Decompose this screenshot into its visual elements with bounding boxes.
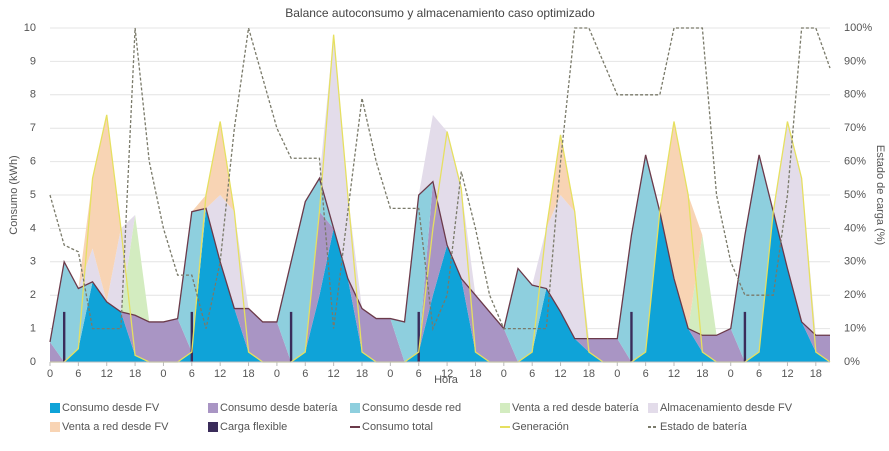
x-tick-label: 0 xyxy=(387,368,393,380)
legend-label: Consumo desde red xyxy=(362,402,461,414)
legend-label: Generación xyxy=(512,421,569,433)
chart-title: Balance autoconsumo y almacenamiento cas… xyxy=(285,6,595,20)
y2-tick-label: 70% xyxy=(844,122,866,134)
x-tick-label: 12 xyxy=(328,368,340,380)
x-tick-label: 18 xyxy=(696,368,708,380)
area xyxy=(50,34,830,342)
legend-label: Venta a red desde FV xyxy=(62,421,169,433)
bar xyxy=(62,311,66,362)
y2-tick-label: 10% xyxy=(844,323,866,335)
area xyxy=(50,154,830,362)
y-tick-label: 8 xyxy=(30,89,36,101)
bar xyxy=(289,311,293,362)
legend-swatch xyxy=(50,403,60,413)
y2-tick-label: 100% xyxy=(844,22,872,34)
y-tick-label: 7 xyxy=(30,122,36,134)
legend-swatch xyxy=(648,403,658,413)
bar xyxy=(630,311,633,362)
x-tick-label: 12 xyxy=(668,368,680,380)
legend-swatch xyxy=(208,422,218,432)
bar xyxy=(417,311,420,362)
y2-tick-label: 50% xyxy=(844,189,866,201)
x-tick-label: 12 xyxy=(214,368,226,380)
x-tick-label: 18 xyxy=(469,368,481,380)
x-tick-label: 0 xyxy=(501,368,507,380)
x-tick-label: 0 xyxy=(614,368,620,380)
x-tick-label: 6 xyxy=(416,368,422,380)
area xyxy=(50,34,830,342)
legend-swatch xyxy=(208,403,218,413)
legend-label: Venta a red desde batería xyxy=(512,402,639,414)
y2-tick-label: 90% xyxy=(844,55,866,67)
x-tick-label: 0 xyxy=(47,368,53,380)
y-tick-label: 3 xyxy=(30,256,36,268)
x-tick-label: 12 xyxy=(554,368,566,380)
x-tick-label: 18 xyxy=(810,368,822,380)
y-tick-label: 0 xyxy=(30,356,36,368)
x-tick-label: 6 xyxy=(302,368,308,380)
x-tick-label: 18 xyxy=(583,368,595,380)
y2-tick-label: 30% xyxy=(844,256,866,268)
x-axis-label: Hora xyxy=(434,374,459,386)
bar xyxy=(190,311,194,362)
x-tick-label: 12 xyxy=(101,368,113,380)
x-tick-label: 12 xyxy=(441,368,453,380)
y-tick-label: 1 xyxy=(30,323,36,335)
area xyxy=(50,208,830,362)
y-tick-label: 2 xyxy=(30,289,36,301)
legend-swatch xyxy=(50,422,60,432)
x-tick-label: 18 xyxy=(129,368,141,380)
y2-tick-label: 20% xyxy=(844,289,866,301)
y-tick-label: 9 xyxy=(30,55,36,67)
x-tick-label: 6 xyxy=(189,368,195,380)
y2-tick-label: 60% xyxy=(844,156,866,168)
legend-label: Consumo total xyxy=(362,421,433,433)
legend-label: Almacenamiento desde FV xyxy=(660,402,793,414)
legend-swatch xyxy=(350,403,360,413)
legend-label: Estado de batería xyxy=(660,421,748,433)
x-tick-label: 6 xyxy=(75,368,81,380)
y-tick-label: 6 xyxy=(30,156,36,168)
x-tick-label: 6 xyxy=(643,368,649,380)
x-tick-label: 12 xyxy=(781,368,793,380)
y-tick-label: 5 xyxy=(30,189,36,201)
legend-label: Consumo desde batería xyxy=(220,402,338,414)
y2-tick-label: 80% xyxy=(844,89,866,101)
x-tick-label: 18 xyxy=(242,368,254,380)
y2-tick-label: 0% xyxy=(844,356,860,368)
y-tick-label: 4 xyxy=(30,222,36,234)
y2-tick-label: 40% xyxy=(844,222,866,234)
y2-axis-label: Estado de carga (%) xyxy=(874,145,886,245)
legend-swatch xyxy=(500,403,510,413)
line xyxy=(49,27,831,332)
x-tick-label: 0 xyxy=(160,368,166,380)
legend-label: Carga flexible xyxy=(220,421,287,433)
x-tick-label: 18 xyxy=(356,368,368,380)
y-tick-label: 10 xyxy=(24,22,36,34)
legend-label: Consumo desde FV xyxy=(62,402,160,414)
y-axis-label: Consumo (kWh) xyxy=(8,155,20,234)
x-tick-label: 6 xyxy=(756,368,762,380)
x-tick-label: 0 xyxy=(274,368,280,380)
bar xyxy=(743,311,747,362)
line xyxy=(49,154,830,343)
x-tick-label: 0 xyxy=(728,368,734,380)
line xyxy=(50,34,831,363)
x-tick-label: 6 xyxy=(529,368,535,380)
